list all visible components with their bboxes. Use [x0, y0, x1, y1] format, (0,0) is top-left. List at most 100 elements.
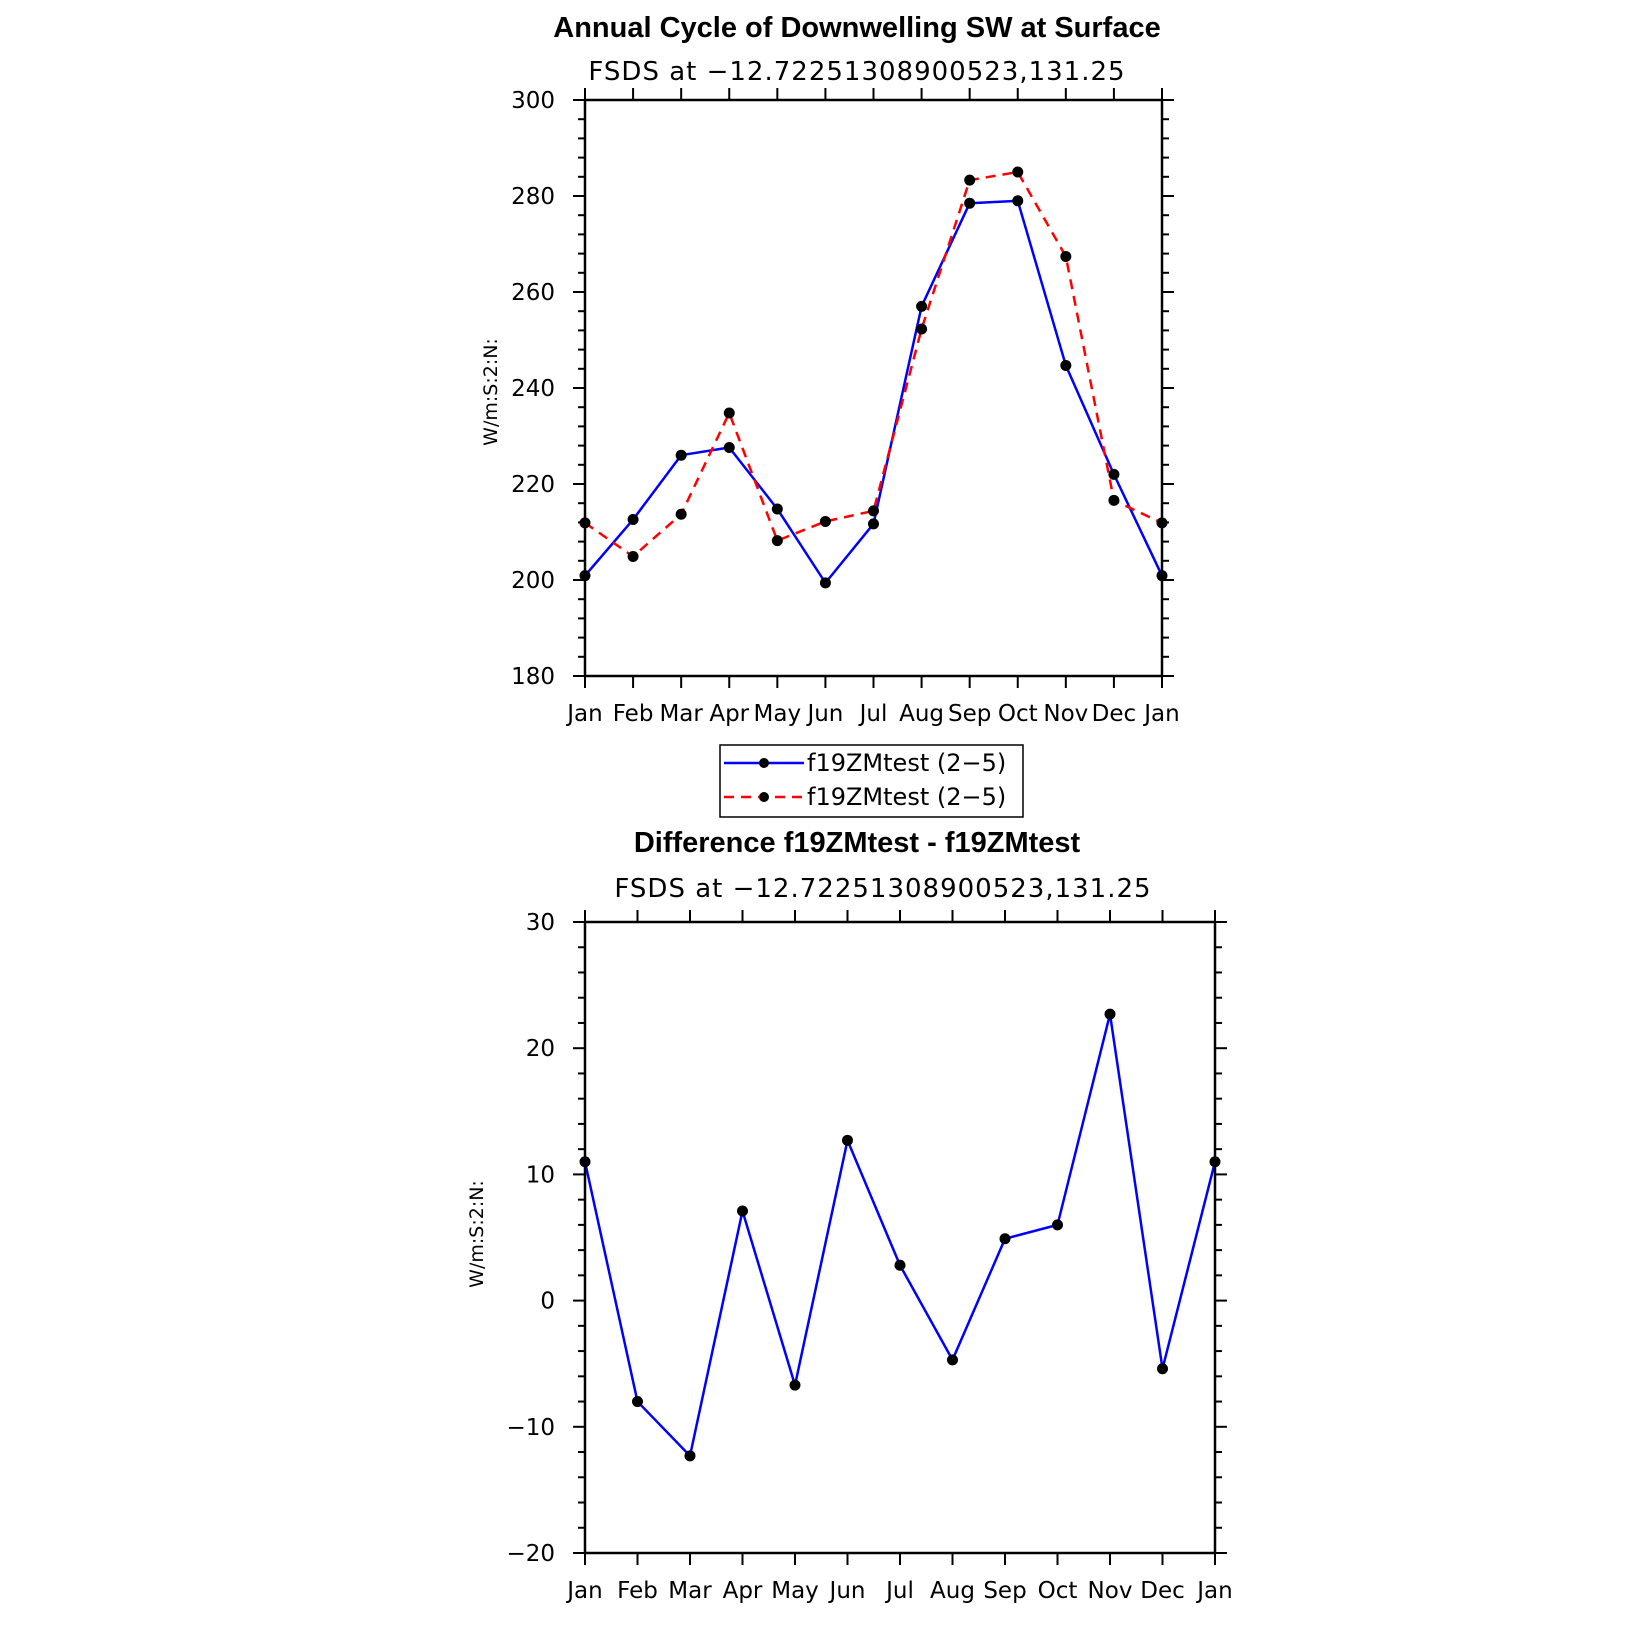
- x-tick-label: May: [754, 701, 802, 727]
- legend-marker: [759, 758, 769, 768]
- data-point: [1012, 166, 1024, 178]
- data-point: [737, 1205, 748, 1217]
- data-point: [868, 505, 879, 517]
- x-tick-label: May: [771, 1578, 819, 1604]
- legend-label: f19ZMtest (2−5): [807, 783, 1006, 811]
- x-tick-label: Aug: [930, 1578, 975, 1604]
- x-tick-label: Dec: [1140, 1578, 1185, 1604]
- data-point: [627, 550, 639, 562]
- data-point: [1104, 1008, 1116, 1020]
- x-tick-label: Jan: [565, 1578, 602, 1604]
- x-tick-label: Sep: [948, 701, 991, 727]
- data-point: [819, 515, 831, 527]
- data-point: [868, 518, 879, 530]
- series-line: [583, 1012, 1217, 1458]
- y-tick-label: −20: [506, 1541, 555, 1567]
- y-axis-label: W/m:S:2:N:: [480, 338, 502, 446]
- data-point: [947, 1354, 958, 1366]
- data-point: [675, 508, 687, 520]
- y-tick-labels: −20 −10 0 10 20 30: [506, 910, 555, 1567]
- data-point: [771, 535, 783, 547]
- y-tick-label: 300: [511, 88, 555, 114]
- data-point: [1108, 468, 1120, 480]
- x-tick-label: Jan: [1195, 1578, 1232, 1604]
- legend-entry: f19ZMtest (2−5): [724, 783, 1006, 811]
- data-point: [684, 1450, 696, 1462]
- legend-box: [719, 744, 1024, 818]
- x-tick-label: Jul: [858, 701, 888, 727]
- series-group: [579, 166, 1168, 589]
- y-tick-label: 200: [511, 568, 555, 594]
- data-point: [964, 197, 976, 209]
- chart-subtitle: FSDS at −12.72251308900523,131.25: [588, 57, 1125, 87]
- data-point: [1108, 494, 1120, 506]
- data-point: [842, 1134, 853, 1146]
- x-tick-label: Jul: [884, 1578, 914, 1604]
- x-tick-label: Mar: [659, 701, 703, 727]
- difference-panel: Difference f19ZMtest - f19ZMtest FSDS at…: [466, 827, 1233, 1604]
- x-tick-label: Jan: [1142, 701, 1179, 727]
- tick-marks: [573, 88, 1174, 688]
- x-tick-label: Apr: [709, 701, 749, 727]
- plot-frame: [583, 920, 1217, 1555]
- data-point: [1157, 1363, 1168, 1375]
- tick-marks: [573, 910, 1227, 1565]
- x-tick-label: Jan: [565, 701, 602, 727]
- legend-label: f19ZMtest (2−5): [807, 749, 1006, 777]
- x-tick-label: Oct: [998, 701, 1038, 727]
- legend-marker: [759, 792, 769, 802]
- y-tick-label: −10: [506, 1415, 555, 1441]
- x-tick-label: Mar: [668, 1578, 712, 1604]
- y-tick-labels: 180 200 220 240 260 280 300: [511, 88, 555, 690]
- data-point: [627, 514, 639, 526]
- data-point: [1060, 250, 1072, 262]
- y-tick-label: 260: [511, 280, 555, 306]
- data-point: [1060, 359, 1072, 371]
- series-group: [579, 1008, 1221, 1462]
- data-point: [819, 577, 831, 589]
- data-point: [723, 407, 735, 419]
- x-tick-label: Apr: [723, 1578, 763, 1604]
- data-point: [894, 1259, 906, 1271]
- chart-title: Annual Cycle of Downwelling SW at Surfac…: [553, 12, 1160, 44]
- y-tick-label: 240: [511, 376, 555, 402]
- x-tick-label: Nov: [1088, 1578, 1133, 1604]
- data-point: [1012, 195, 1024, 207]
- legend-entry: f19ZMtest (2−5): [724, 749, 1006, 777]
- x-tick-label: Oct: [1038, 1578, 1078, 1604]
- y-axis-label: W/m:S:2:N:: [466, 1180, 488, 1288]
- data-point: [1052, 1219, 1063, 1231]
- x-tick-labels: Jan Feb Mar Apr May Jun Jul Aug Sep Oct Nov Dec Jan: [565, 1578, 1232, 1604]
- plot-frame: [583, 98, 1164, 678]
- data-point: [916, 300, 928, 312]
- data-point: [916, 323, 928, 335]
- data-point: [789, 1379, 801, 1391]
- legend: f19ZMtest (2−5) f19ZMtest (2−5): [719, 744, 1024, 818]
- x-tick-label: Aug: [899, 701, 944, 727]
- y-tick-label: 10: [526, 1162, 555, 1188]
- data-point: [999, 1233, 1011, 1245]
- annual-cycle-panel: Annual Cycle of Downwelling SW at Surfac…: [480, 12, 1180, 818]
- x-tick-label: Jun: [805, 701, 843, 727]
- y-tick-label: 220: [511, 472, 555, 498]
- data-point: [964, 174, 976, 186]
- chart-subtitle: FSDS at −12.72251308900523,131.25: [614, 874, 1151, 904]
- x-tick-label: Dec: [1092, 701, 1137, 727]
- data-point: [723, 442, 735, 454]
- x-tick-label: Jun: [828, 1578, 866, 1604]
- data-point: [771, 503, 783, 515]
- y-tick-label: 280: [511, 184, 555, 210]
- x-tick-label: Feb: [613, 701, 654, 727]
- series-line: [584, 170, 1163, 558]
- data-point: [632, 1396, 643, 1408]
- x-tick-label: Feb: [617, 1578, 658, 1604]
- y-tick-label: 30: [526, 910, 555, 936]
- data-point: [675, 449, 687, 461]
- x-tick-label: Nov: [1043, 701, 1088, 727]
- x-tick-labels: Jan Feb Mar Apr May Jun Jul Aug Sep Oct Nov Dec Jan: [565, 701, 1179, 727]
- y-tick-label: 20: [526, 1036, 555, 1062]
- y-tick-label: 0: [540, 1289, 555, 1315]
- y-tick-label: 180: [511, 664, 555, 690]
- x-tick-label: Sep: [983, 1578, 1026, 1604]
